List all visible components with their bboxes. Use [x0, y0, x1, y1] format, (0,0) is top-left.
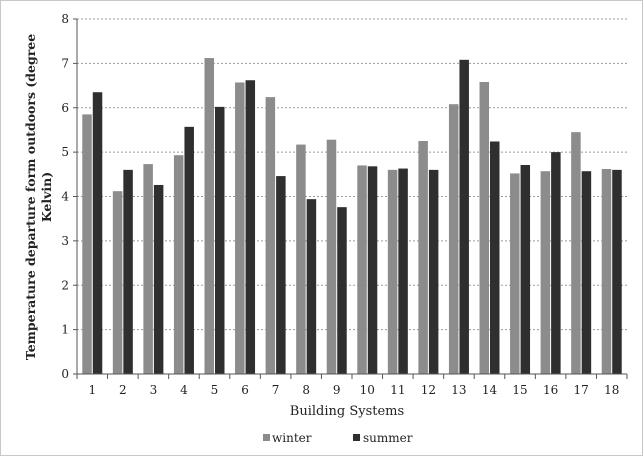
x-tick-label: 2 [119, 383, 127, 397]
bar-summer-2 [123, 169, 133, 374]
y-tick-label: 1 [61, 323, 69, 337]
bar-winter-7 [265, 97, 276, 374]
y-tick-label: 5 [61, 145, 69, 159]
x-tick-label: 15 [512, 383, 527, 397]
bar-summer-8 [306, 199, 317, 374]
bar-summer-10 [367, 166, 378, 374]
bar-winter-17 [571, 132, 581, 374]
bar-winter-11 [387, 169, 398, 374]
x-tick-label: 5 [211, 383, 219, 397]
bar-summer-3 [153, 184, 164, 374]
bar-summer-7 [276, 176, 286, 374]
bar-winter-18 [601, 168, 612, 374]
legend-swatch-winter [263, 434, 270, 441]
x-tick-label: 12 [421, 383, 436, 397]
bar-winter-10 [357, 165, 367, 374]
y-axis-title-line-1: Temperature departure form outdoors (deg… [23, 34, 38, 360]
x-tick-label: 13 [451, 383, 466, 397]
bar-winter-3 [143, 164, 153, 374]
y-axis-title: Temperature departure form outdoors (deg… [23, 34, 54, 360]
bar-winter-2 [112, 191, 123, 374]
bar-summer-15 [520, 164, 531, 374]
bar-summer-1 [92, 92, 103, 374]
bar-summer-14 [490, 141, 500, 374]
legend-swatch-summer [353, 434, 360, 441]
x-tick-label: 11 [390, 383, 405, 397]
bar-winter-15 [510, 173, 520, 374]
x-tick-label: 18 [604, 383, 619, 397]
x-tick-label: 3 [150, 383, 158, 397]
x-tick-label: 4 [180, 383, 188, 397]
bar-winter-16 [540, 171, 551, 374]
x-tick-label: 16 [543, 383, 558, 397]
x-tick-label: 9 [333, 383, 341, 397]
axes [73, 18, 628, 379]
x-tick-label: 1 [88, 383, 96, 397]
bar-summer-16 [551, 152, 561, 374]
y-axis-title-line-2: Kelvin) [39, 172, 54, 222]
bar-summer-17 [581, 171, 592, 374]
bars [82, 58, 622, 375]
x-tick-label: 14 [482, 383, 498, 397]
legend-label-summer: summer [363, 431, 413, 445]
y-tick-label: 0 [61, 367, 69, 381]
bar-summer-6 [245, 80, 256, 375]
bar-summer-13 [459, 59, 469, 374]
bar-winter-12 [418, 141, 428, 374]
legend: winter summer [263, 431, 413, 445]
y-tick-label: 2 [61, 278, 69, 292]
x-tick-label: 10 [360, 383, 375, 397]
bar-winter-8 [296, 144, 306, 374]
bar-winter-9 [326, 139, 337, 374]
bar-winter-6 [235, 82, 245, 375]
x-tick-label: 8 [302, 383, 310, 397]
x-tick-label: 17 [574, 383, 589, 397]
bar-winter-13 [448, 104, 459, 374]
bar-summer-5 [215, 106, 225, 375]
y-tick-label: 3 [61, 234, 69, 248]
y-tick-label: 7 [61, 56, 69, 70]
bar-summer-9 [337, 207, 347, 374]
bar-summer-11 [398, 168, 408, 374]
x-tick-label: 6 [241, 383, 249, 397]
y-tick-label: 8 [61, 12, 69, 26]
legend-label-winter: winter [272, 431, 312, 445]
x-tick-label: 7 [272, 383, 280, 397]
bar-summer-12 [428, 169, 439, 374]
bar-winter-4 [173, 155, 184, 374]
bar-winter-14 [479, 82, 489, 374]
bar-summer-18 [612, 169, 622, 374]
bar-summer-4 [184, 126, 194, 374]
y-tick-labels: 0 1 2 3 4 5 6 7 8 [61, 12, 69, 381]
bar-winter-5 [204, 58, 214, 375]
bar-winter-1 [82, 114, 92, 374]
y-tick-label: 4 [61, 190, 69, 204]
x-tick-labels: 1 2 3 4 5 6 7 8 9 10 11 12 13 14 15 16 17 18 [88, 383, 619, 397]
y-tick-label: 6 [61, 101, 69, 115]
x-axis-title: Building Systems [290, 404, 404, 419]
